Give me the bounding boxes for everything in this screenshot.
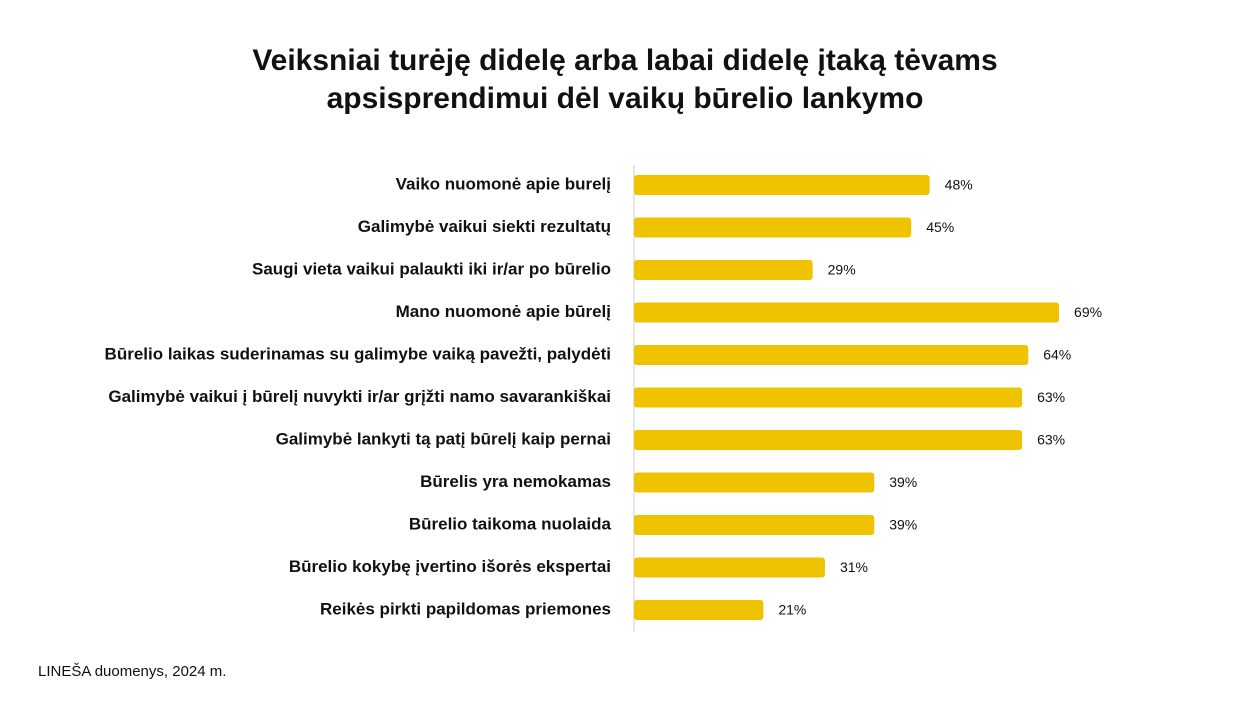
bar xyxy=(634,302,1060,323)
category-label: Galimybė vaikui siekti rezultatų xyxy=(358,217,611,236)
category-label: Būrelio kokybę įvertino išorės ekspertai xyxy=(289,557,611,576)
category-label: Saugi vieta vaikui palaukti iki ir/ar po… xyxy=(252,259,611,278)
bar xyxy=(634,260,813,280)
value-label: 63% xyxy=(1037,432,1065,448)
value-label: 39% xyxy=(889,517,917,533)
category-label: Reikės pirkti papildomas priemones xyxy=(320,599,611,618)
value-label: 63% xyxy=(1037,389,1065,405)
bar xyxy=(634,557,825,578)
chart-title: Veiksniai turėję didelę arba labai didel… xyxy=(252,44,997,77)
bar xyxy=(634,387,1023,408)
bar xyxy=(634,515,875,535)
value-label: 29% xyxy=(828,262,856,278)
bar xyxy=(634,217,912,238)
bar xyxy=(634,600,764,620)
value-label: 39% xyxy=(889,474,917,490)
value-label: 21% xyxy=(778,602,806,618)
category-label: Galimybė vaikui į būrelį nuvykti ir/ar g… xyxy=(108,387,611,406)
value-label: 64% xyxy=(1043,347,1071,363)
value-label: 45% xyxy=(926,219,954,235)
value-label: 69% xyxy=(1074,304,1102,320)
bar xyxy=(634,175,930,195)
category-label: Galimybė lankyti tą patį būrelį kaip per… xyxy=(276,429,611,448)
value-label: 31% xyxy=(840,559,868,575)
bar xyxy=(634,472,875,493)
chart-title: apsisprendimui dėl vaikų būrelio lankymo xyxy=(327,82,924,115)
category-label: Būrelio taikoma nuolaida xyxy=(409,514,612,533)
source: LINEŠA duomenys, 2024 m. xyxy=(38,663,226,680)
category-label: Būrelio laikas suderinamas su galimybe v… xyxy=(105,344,611,363)
bar xyxy=(634,345,1029,365)
category-label: Būrelis yra nemokamas xyxy=(420,472,611,491)
value-label: 48% xyxy=(945,177,973,193)
bar xyxy=(634,430,1023,450)
category-label: Vaiko nuomonė apie burelį xyxy=(396,174,611,193)
category-label: Mano nuomonė apie būrelį xyxy=(396,302,611,321)
